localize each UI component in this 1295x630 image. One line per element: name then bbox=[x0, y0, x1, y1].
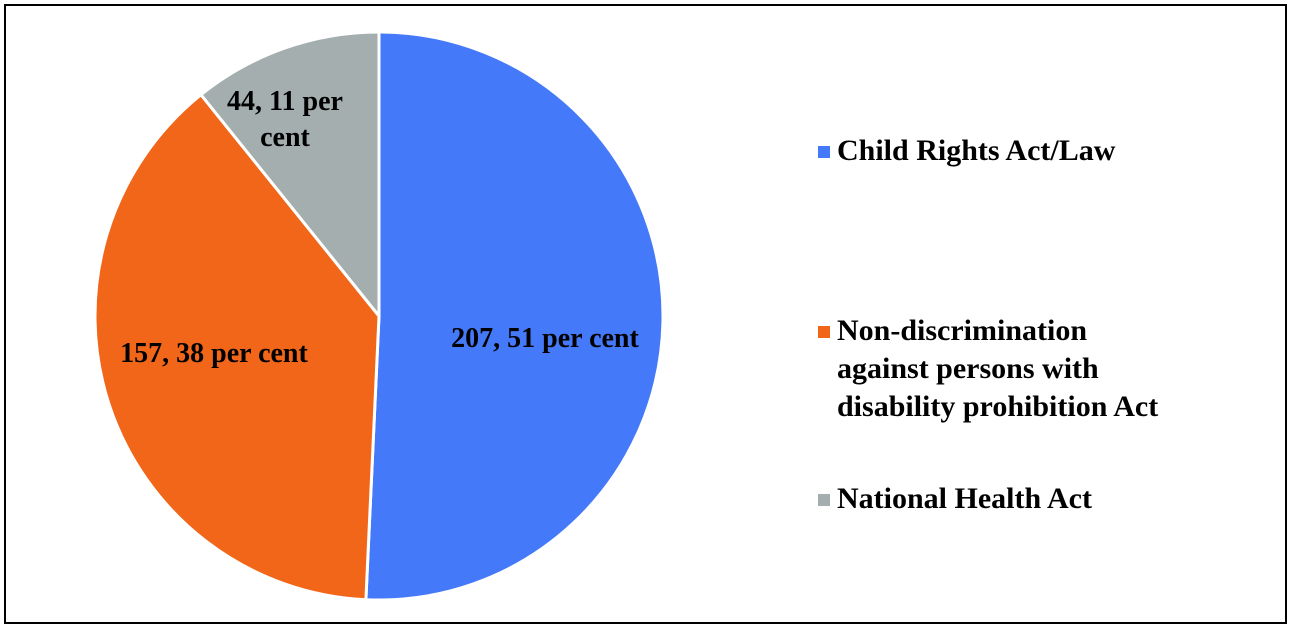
pie-slices bbox=[93, 30, 665, 602]
pie-slice-child-rights[interactable] bbox=[364, 30, 665, 602]
legend-swatch-child-rights bbox=[818, 146, 830, 158]
pie-data-labels: 207, 51 per cent 157, 38 per cent 44, 11 p… bbox=[120, 86, 639, 369]
data-label-child-rights: 207, 51 per cent bbox=[451, 323, 639, 354]
legend-swatch-national-health bbox=[818, 494, 830, 506]
legend-label-non-discrimination: Non-discrimination against persons with … bbox=[837, 314, 1159, 423]
legend-item-national-health[interactable]: National Health Act bbox=[818, 480, 1248, 518]
legend-swatch-non-discrimination bbox=[818, 326, 830, 338]
legend-label-child-rights: Child Rights Act/Law bbox=[837, 134, 1116, 167]
data-label-national-health: 44, 11 per cent bbox=[227, 86, 343, 153]
pie-slice-non-discrimination[interactable] bbox=[93, 93, 381, 602]
legend-item-non-discrimination[interactable]: Non-discrimination against persons with … bbox=[818, 312, 1248, 426]
legend-label-national-health: National Health Act bbox=[837, 482, 1092, 515]
data-label-non-discrimination: 157, 38 per cent bbox=[120, 338, 308, 369]
legend-item-child-rights[interactable]: Child Rights Act/Law bbox=[818, 132, 1248, 170]
pie-slice-national-health[interactable] bbox=[199, 30, 381, 318]
